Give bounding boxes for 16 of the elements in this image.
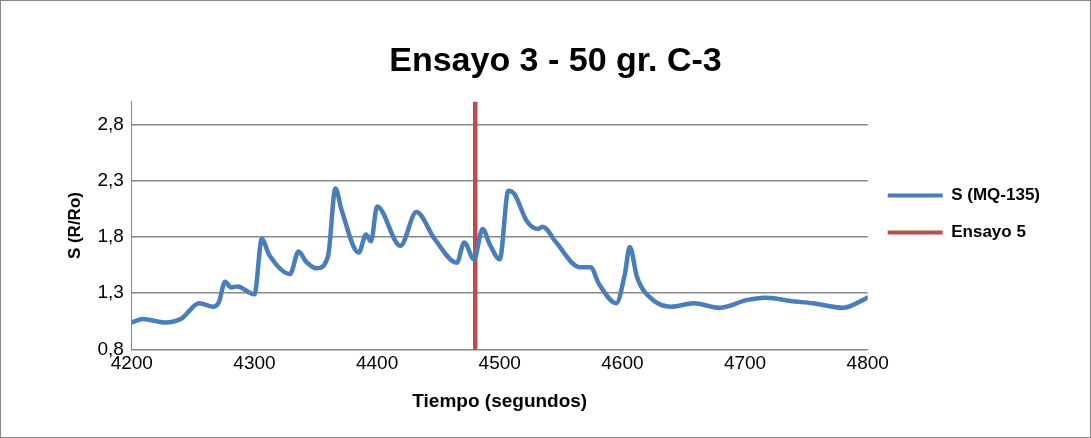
x-tick-label: 4800 bbox=[846, 352, 889, 374]
chart-title: Ensayo 3 - 50 gr. C-3 bbox=[389, 39, 722, 78]
x-tick-label: 4500 bbox=[478, 352, 521, 374]
x-tick-label: 4400 bbox=[355, 352, 399, 374]
y-axis-title: S (R/Ro) bbox=[64, 192, 84, 260]
y-tick-label: 1,8 bbox=[97, 225, 124, 247]
y-tick-label: 2,3 bbox=[97, 168, 124, 190]
line-series bbox=[131, 186, 868, 325]
x-axis-title: Tiempo (segundos) bbox=[412, 389, 588, 411]
legend-label: S (MQ-135) bbox=[951, 185, 1040, 205]
legend-label: Ensayo 5 bbox=[951, 222, 1026, 242]
x-tick-label: 4700 bbox=[723, 352, 767, 374]
y-tick-label: 2,8 bbox=[97, 112, 124, 134]
x-tick-label: 4600 bbox=[601, 352, 644, 374]
x-tick-label: 4300 bbox=[233, 352, 276, 374]
y-tick-label: 1,3 bbox=[97, 281, 124, 303]
